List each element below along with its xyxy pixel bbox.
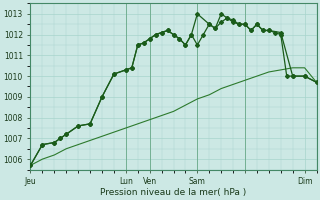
X-axis label: Pression niveau de la mer( hPa ): Pression niveau de la mer( hPa ) bbox=[100, 188, 247, 197]
